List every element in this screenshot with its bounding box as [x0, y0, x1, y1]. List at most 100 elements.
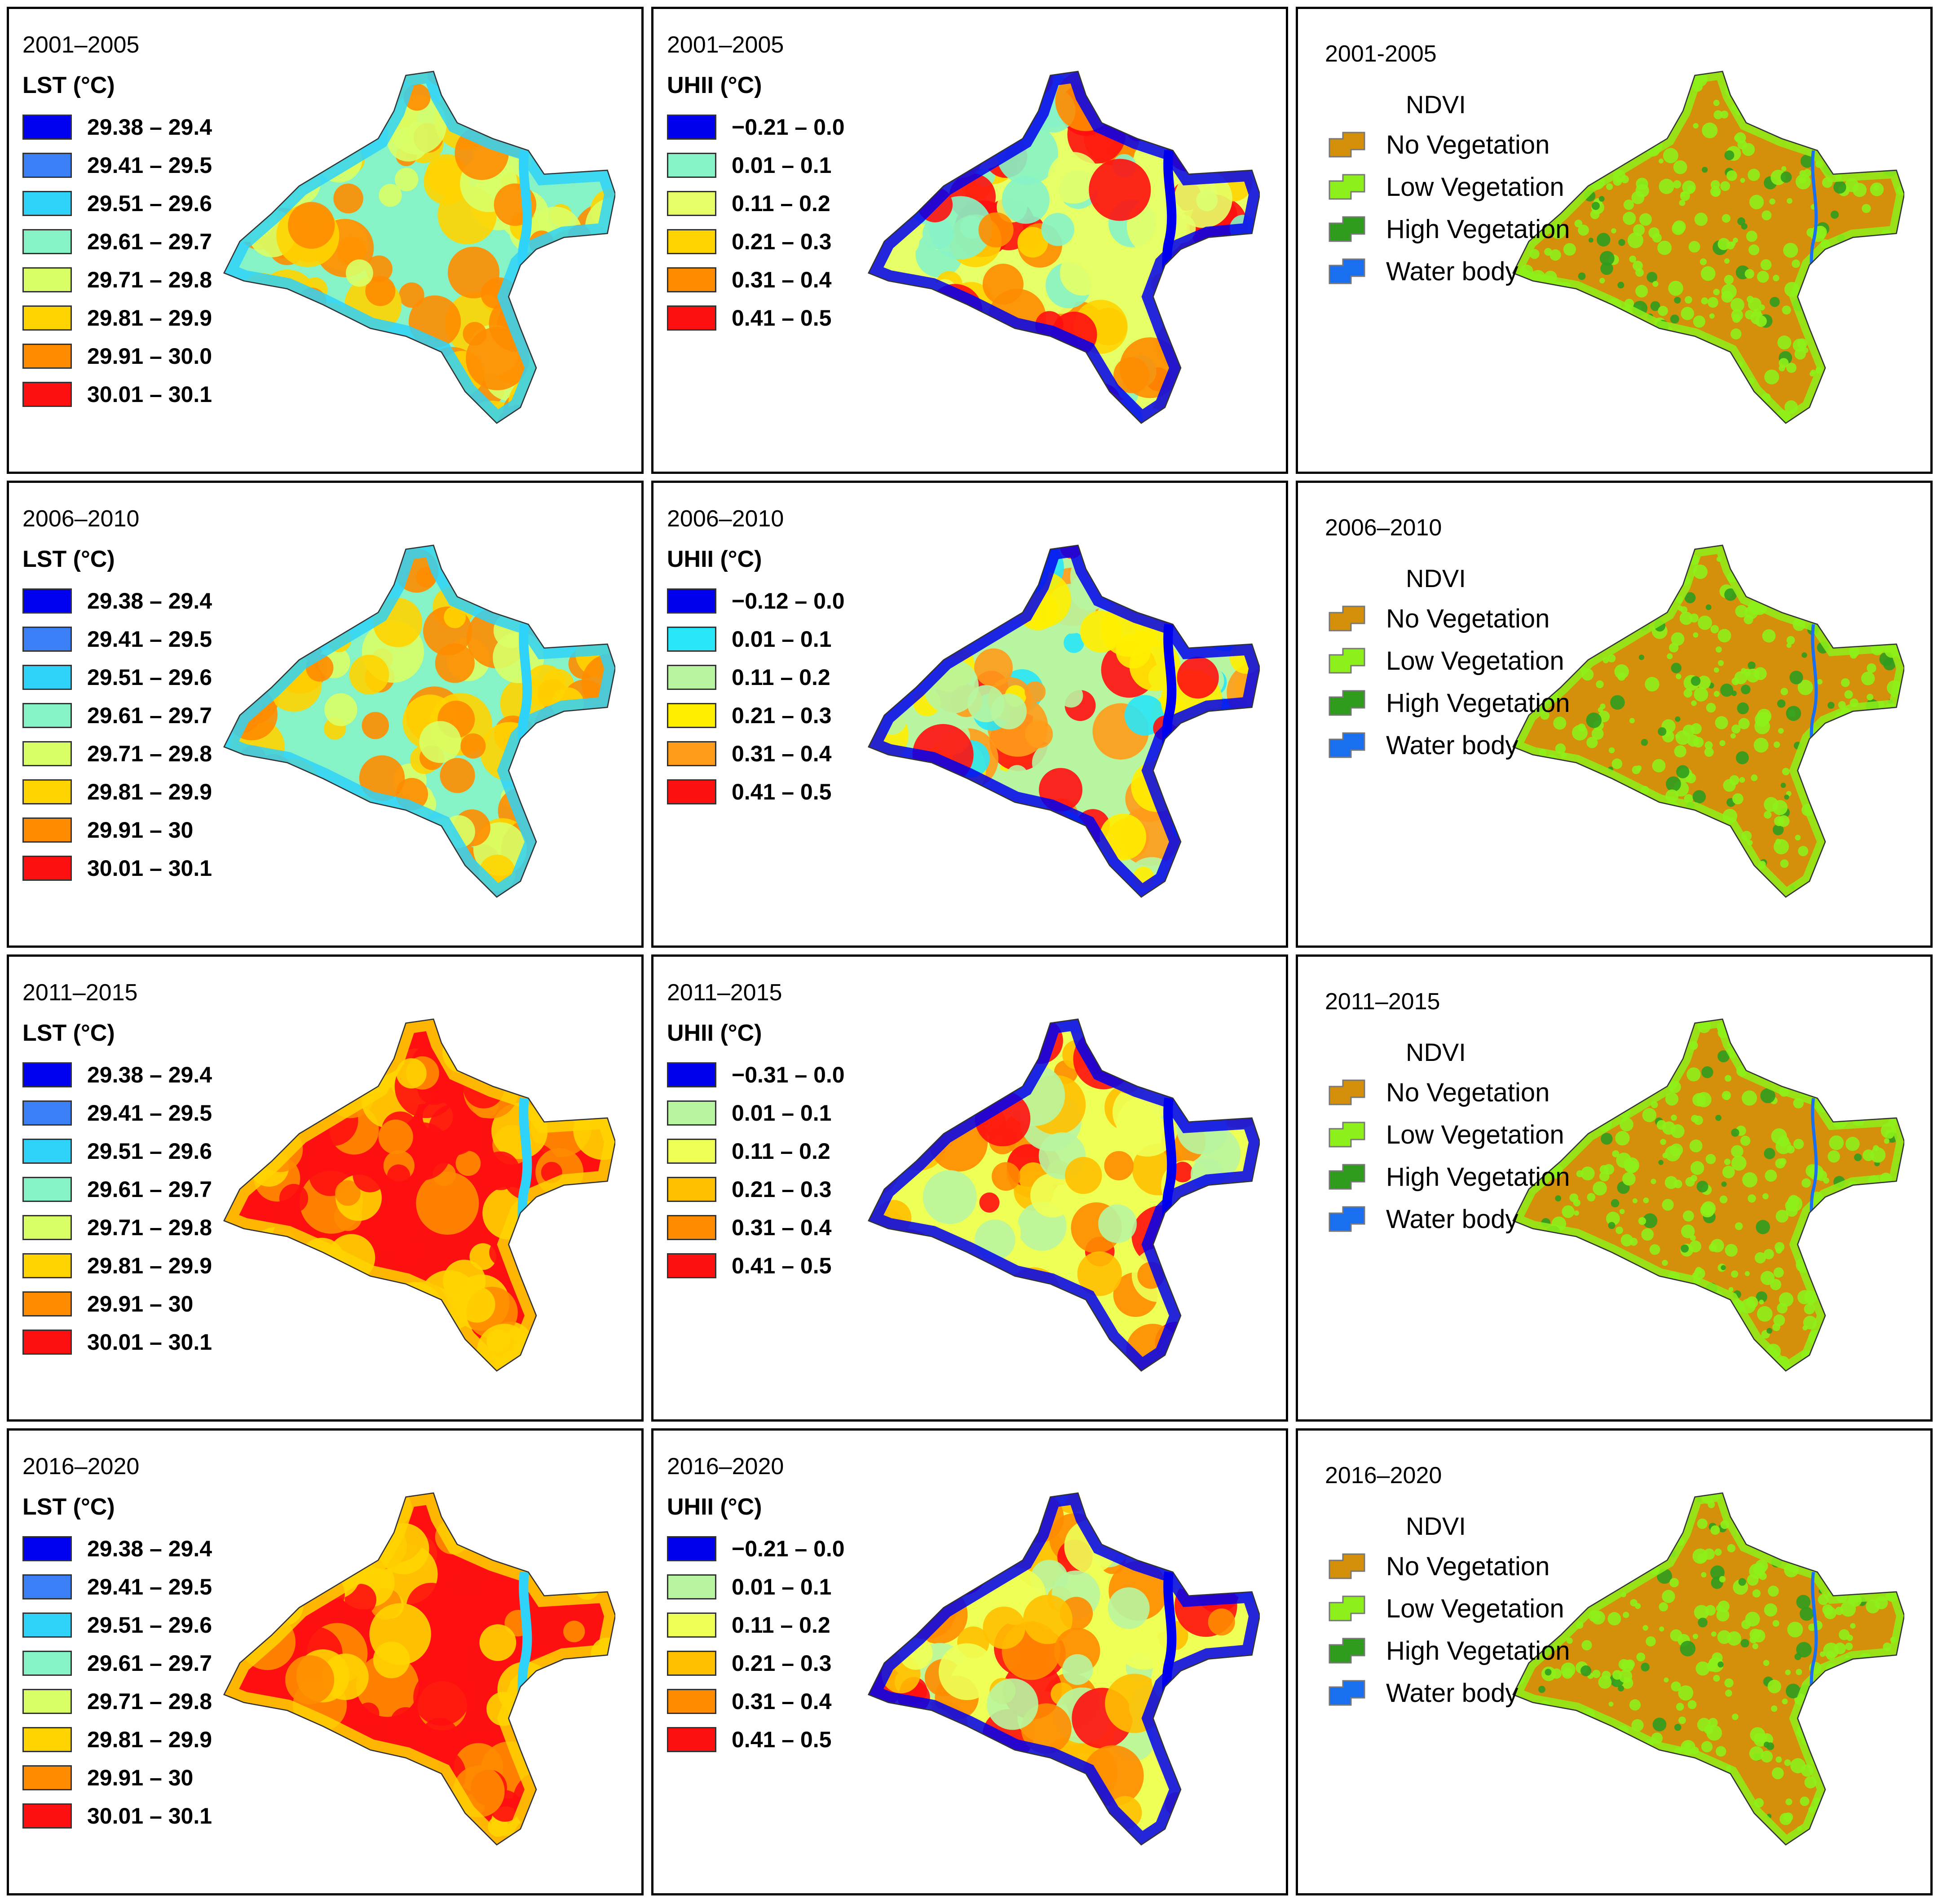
legend-swatch	[22, 1727, 72, 1752]
legend-title: NDVI	[1406, 1038, 1466, 1066]
legend-swatch	[667, 229, 716, 254]
period-label: 2001–2005	[22, 32, 140, 58]
legend-item: 0.41 – 0.5	[667, 1246, 845, 1285]
legend-swatch	[22, 152, 72, 178]
legend-swatch	[22, 626, 72, 652]
legend-title: NDVI	[1406, 1512, 1466, 1540]
legend-item: 29.61 – 29.7	[22, 1644, 212, 1682]
legend-swatch	[22, 1574, 72, 1599]
lst-map-0	[223, 71, 615, 424]
legend-label: 29.51 – 29.6	[87, 1138, 212, 1164]
legend-swatch	[667, 1727, 716, 1752]
legend-swatch	[22, 702, 72, 728]
legend-swatch	[1329, 1206, 1365, 1232]
legend-item: Water body	[1325, 250, 1570, 292]
legend-swatch	[22, 1100, 72, 1126]
legend-swatch	[1329, 1680, 1365, 1706]
legend-label: Water body	[1386, 1678, 1519, 1708]
legend-item: 29.61 – 29.7	[22, 222, 212, 261]
legend-label: 29.41 – 29.5	[87, 152, 212, 178]
lst-map-3	[223, 1492, 615, 1846]
legend-swatch	[22, 1612, 72, 1638]
legend-item: 0.41 – 0.5	[667, 299, 845, 337]
legend-swatch	[667, 190, 716, 216]
legend-item: 0.21 – 0.3	[667, 1644, 845, 1682]
legend-label: 0.21 – 0.3	[732, 229, 832, 254]
legend-item: 29.51 – 29.6	[22, 1132, 212, 1170]
legend-swatch	[22, 741, 72, 766]
legend-swatch	[667, 1612, 716, 1638]
legend-label: 0.01 – 0.1	[732, 1574, 832, 1599]
legend-swatch	[1329, 1122, 1365, 1148]
legend-item: 29.51 – 29.6	[22, 184, 212, 222]
legend-swatch	[667, 1215, 716, 1240]
ndvi-map-panel: 2016–2020 NDVI No Vegetation Low Vegetation…	[1296, 1428, 1933, 1895]
legend-swatch	[22, 114, 72, 140]
legend-swatch	[667, 588, 716, 614]
legend-swatch	[22, 1138, 72, 1164]
uhii-map-1	[867, 544, 1260, 898]
legend-label: 0.01 – 0.1	[732, 626, 832, 652]
legend-label: 29.91 – 30	[87, 817, 194, 843]
legend-item: 0.21 – 0.3	[667, 1170, 845, 1208]
legend-item: 29.91 – 30	[22, 811, 212, 849]
legend-label: 0.21 – 0.3	[732, 702, 832, 728]
uhii-map-panel: 2016–2020 UHII (°C) −0.21 – 0.0 0.01 – 0.1 0…	[651, 1428, 1288, 1895]
legend-label: 29.81 – 29.9	[87, 779, 212, 804]
legend-label: Water body	[1386, 730, 1519, 760]
legend-label: 29.91 – 30	[87, 1291, 194, 1316]
legend-item: 30.01 – 30.1	[22, 375, 212, 413]
legend-label: 29.41 – 29.5	[87, 1574, 212, 1599]
legend-title: UHII (°C)	[667, 546, 762, 572]
ndvi-map-panel: 2011–2015 NDVI No Vegetation Low Vegetation…	[1296, 954, 1933, 1422]
legend-item: 29.38 – 29.4	[22, 582, 212, 620]
legend-item: No Vegetation	[1325, 1545, 1570, 1587]
uhii-map-panel: 2011–2015 UHII (°C) −0.31 – 0.0 0.01 – 0.1 0…	[651, 954, 1288, 1422]
legend-item: 0.01 – 0.1	[667, 620, 845, 658]
legend-label: 29.91 – 30.0	[87, 343, 212, 369]
lst-legend: LST (°C) 29.38 – 29.4 29.41 – 29.5 29.51 – …	[22, 1493, 212, 1835]
legend-swatch	[1329, 1164, 1365, 1190]
legend-label: 30.01 – 30.1	[87, 1803, 212, 1829]
legend-swatch	[1329, 1595, 1365, 1621]
legend-item: High Vegetation	[1325, 1156, 1570, 1198]
legend-swatch	[1329, 258, 1365, 284]
legend-label: Low Vegetation	[1386, 172, 1564, 202]
legend-item: 29.38 – 29.4	[22, 1056, 212, 1094]
legend-item: No Vegetation	[1325, 597, 1570, 640]
legend-swatch	[1329, 1079, 1365, 1105]
lst-map-panel: 2016–2020 LST (°C) 29.38 – 29.4 29.41 – 29.…	[7, 1428, 644, 1895]
legend-label: 29.38 – 29.4	[87, 114, 212, 140]
legend-swatch	[667, 305, 716, 331]
uhii-legend: UHII (°C) −0.21 – 0.0 0.01 – 0.1 0.11 – 0.2…	[667, 72, 845, 337]
legend-swatch	[1329, 648, 1365, 674]
legend-label: 29.71 – 29.8	[87, 267, 212, 292]
legend-item: 29.71 – 29.8	[22, 734, 212, 773]
legend-item: 0.21 – 0.3	[667, 696, 845, 734]
legend-item: 0.31 – 0.4	[667, 261, 845, 299]
ndvi-legend: NDVI No Vegetation Low Vegetation High Vege…	[1325, 1511, 1570, 1714]
legend-item: 29.61 – 29.7	[22, 1170, 212, 1208]
ndvi-map-2	[1512, 1018, 1904, 1372]
legend-label: 29.91 – 30	[87, 1765, 194, 1790]
period-label: 2016–2020	[667, 1453, 784, 1480]
legend-swatch	[22, 1688, 72, 1714]
legend-item: 29.41 – 29.5	[22, 620, 212, 658]
legend-item: Water body	[1325, 1198, 1570, 1240]
legend-swatch	[22, 343, 72, 369]
legend-label: 29.38 – 29.4	[87, 1536, 212, 1561]
period-label: 2016–2020	[22, 1453, 140, 1480]
legend-label: Low Vegetation	[1386, 1120, 1564, 1149]
legend-item: 30.01 – 30.1	[22, 1323, 212, 1361]
lst-map-2	[223, 1018, 615, 1372]
legend-item: Low Vegetation	[1325, 1113, 1570, 1156]
legend-swatch	[22, 1253, 72, 1278]
legend-title: LST (°C)	[22, 72, 115, 98]
legend-label: 29.61 – 29.7	[87, 1650, 212, 1676]
legend-swatch	[1329, 1553, 1365, 1579]
legend-swatch	[667, 1138, 716, 1164]
legend-item: 29.91 – 30	[22, 1285, 212, 1323]
legend-swatch	[22, 1803, 72, 1829]
legend-swatch	[667, 114, 716, 140]
legend-label: 0.31 – 0.4	[732, 1688, 832, 1714]
